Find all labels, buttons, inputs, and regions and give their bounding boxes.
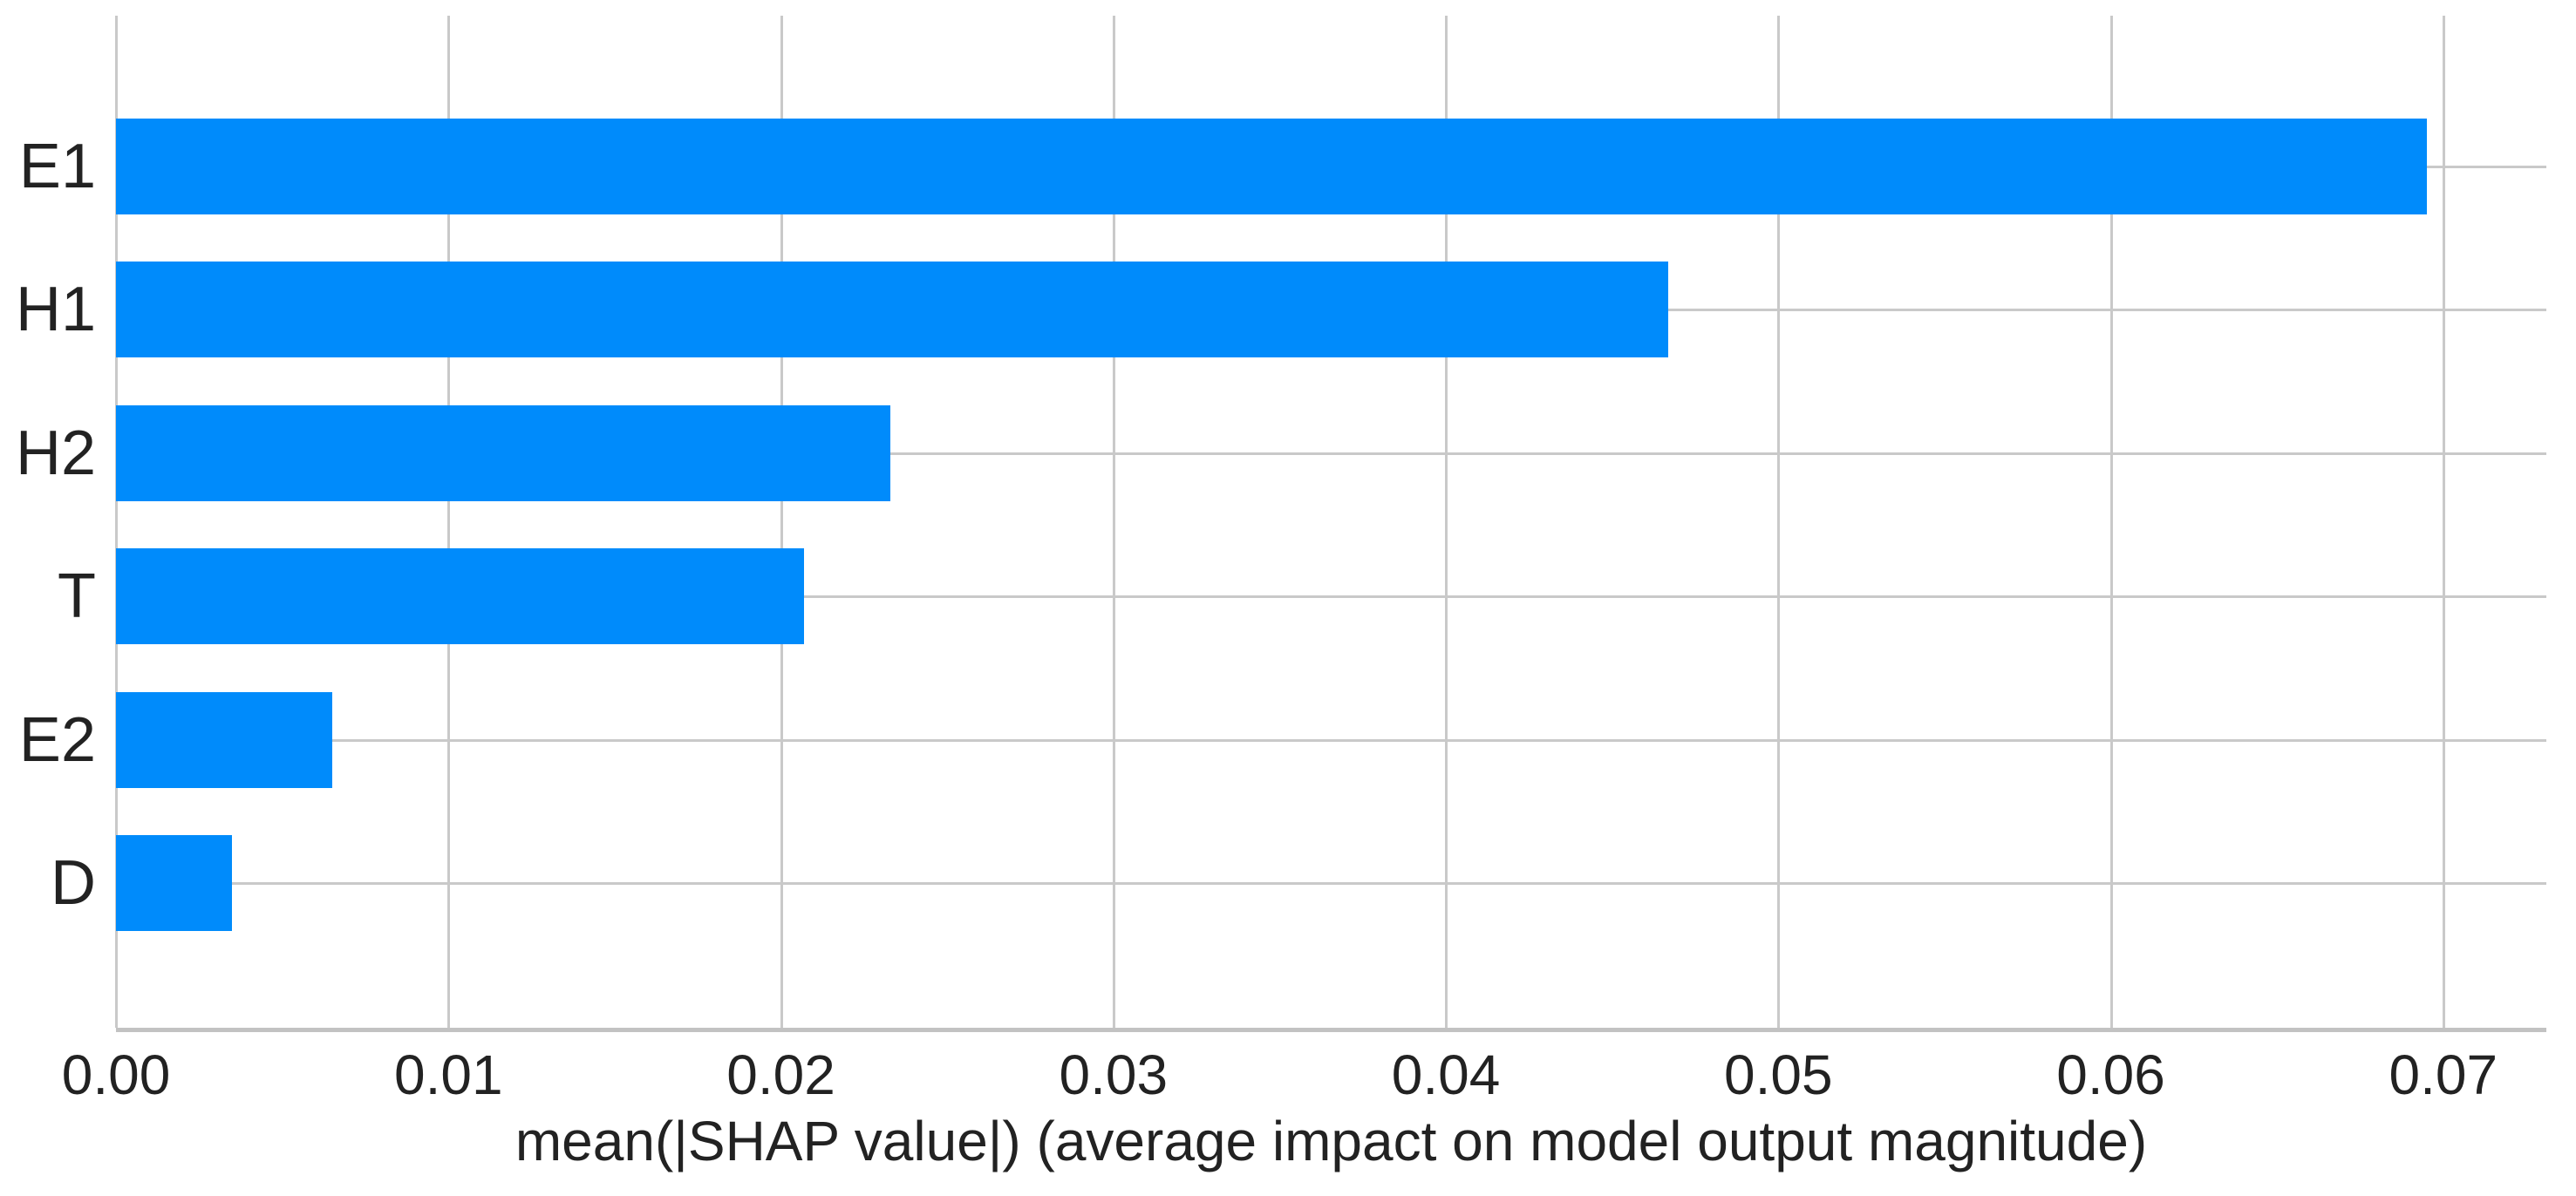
bar-T [116,548,805,645]
bar-D [116,835,233,931]
x-tick-label-0.00: 0.00 [61,1043,171,1106]
x-axis-title: mean(|SHAP value|) (average impact on mo… [515,1110,2148,1172]
bar-E2 [116,691,332,788]
x-tick-label-0.04: 0.04 [1391,1043,1501,1106]
x-tick-label-0.07: 0.07 [2389,1043,2498,1106]
x-tick-label-0.06: 0.06 [2056,1043,2165,1106]
x-axis-ticks: 0.00 0.01 0.02 0.03 0.04 0.05 0.06 0.07 [62,1043,2546,1106]
gridline-horizontal [116,882,2546,885]
gridline-vertical [1777,16,1781,1028]
bar-H2 [116,404,891,501]
bar-E1 [116,119,2427,214]
y-axis-labels: E1 H1 H2 T E2 D [0,16,96,1028]
gridline-vertical [2109,16,2113,1028]
x-tick-label-0.01: 0.01 [393,1043,503,1106]
bar-H1 [116,262,1669,358]
x-tick-label-0.02: 0.02 [726,1043,835,1106]
gridline-horizontal [116,452,2546,455]
gridline-vertical [447,16,451,1028]
gridline-vertical [115,16,118,1028]
y-tick-label-E2: E2 [18,704,96,775]
y-tick-label-D: D [51,848,96,918]
gridline-horizontal [116,595,2546,599]
plot-area [115,16,2546,1028]
y-tick-label-H2: H2 [15,418,96,488]
x-axis-line [116,1028,2546,1032]
gridline-vertical [1112,16,1115,1028]
gridline-vertical [2442,16,2445,1028]
gridline-horizontal [116,738,2546,742]
y-tick-label-H1: H1 [15,275,96,345]
x-tick-label-0.03: 0.03 [1059,1043,1169,1106]
gridline-vertical [1445,16,1448,1028]
gridline-vertical [780,16,783,1028]
x-tick-label-0.05: 0.05 [1724,1043,1833,1106]
y-tick-label-E1: E1 [18,132,96,201]
y-tick-label-T: T [58,561,96,632]
